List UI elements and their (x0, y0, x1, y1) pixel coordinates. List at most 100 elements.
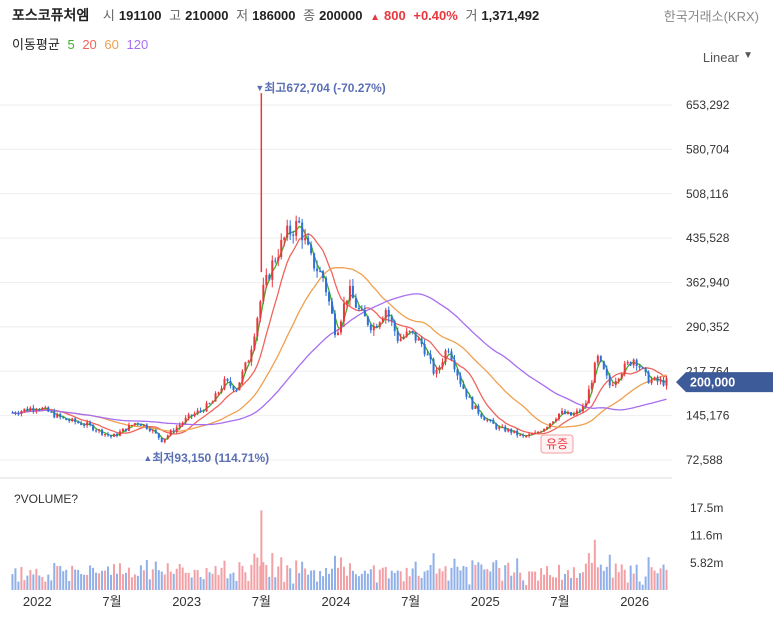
candle-body (211, 401, 214, 404)
volume-bar (325, 567, 328, 590)
volume-bar (11, 574, 14, 590)
volume-bar (387, 578, 390, 590)
high-marker-icon: ▼ (255, 83, 264, 93)
candle-body (62, 417, 65, 419)
candle-body (199, 410, 202, 412)
price-tick: 145,176 (686, 409, 730, 423)
candle-body (14, 412, 17, 414)
volume-bar (623, 569, 626, 590)
candle-body (587, 389, 590, 404)
volume-bar (552, 577, 555, 590)
candle-body (519, 434, 522, 436)
volume-bar (59, 566, 62, 590)
volume-bar (456, 566, 459, 590)
candle-body (145, 424, 148, 429)
volume-bar (38, 575, 41, 590)
time-tick: 7월 (550, 594, 569, 609)
candle-body (441, 362, 444, 368)
candle-body (154, 430, 157, 434)
volume-bar (98, 573, 101, 590)
candle-body (572, 413, 575, 416)
volume-bar (44, 581, 47, 590)
current-price-label: 200,000 (690, 376, 735, 390)
candle-body (453, 359, 456, 370)
candle-body (495, 423, 498, 429)
volume-bar (247, 580, 250, 590)
volume-bar (593, 539, 596, 590)
candle-body (429, 354, 432, 360)
volume-bar (563, 573, 566, 590)
volume-bars (11, 510, 668, 590)
candle-body (322, 271, 325, 279)
volume-tick: 17.5m (690, 501, 723, 515)
stock-header: 포스코퓨처엠 시 191100 고 210000 저 186000 종 200000 ▲… (0, 0, 773, 26)
ma-5: 5 (67, 37, 75, 52)
volume-bar (614, 563, 617, 590)
candle-body (450, 351, 453, 360)
candle-body (121, 428, 124, 432)
volume-bar (560, 579, 563, 590)
candle-body (632, 359, 635, 366)
candle-body (115, 434, 118, 436)
candle-body (522, 434, 525, 437)
volume-bar (47, 574, 50, 590)
volume-bar (322, 576, 325, 590)
candle-body (208, 403, 211, 405)
volume-bar (136, 575, 139, 590)
price-tick: 72,588 (686, 453, 723, 467)
candle-body (360, 309, 363, 311)
candle-body (265, 274, 268, 285)
volume-bar (83, 574, 86, 590)
ma-line-120 (12, 293, 667, 426)
candle-body (104, 433, 107, 435)
volume-bar (223, 560, 226, 590)
candle-body (178, 425, 181, 428)
volume-bar (107, 566, 110, 590)
volume-bar (402, 581, 405, 590)
volume-bar (516, 558, 519, 590)
volume-bar (68, 581, 71, 590)
candle-body (331, 301, 334, 314)
stock-name[interactable]: 포스코퓨처엠 (12, 7, 90, 23)
price-axis: 653,292 580,704 508,116 435,528 362,940 290,3… (686, 98, 730, 467)
volume-bar (435, 573, 438, 590)
volume-bar (313, 570, 316, 590)
volume-bar (605, 566, 608, 590)
ma-title[interactable]: 이동평균 (12, 37, 60, 52)
candle-body (262, 284, 265, 302)
candle-body (289, 225, 292, 235)
volume-bar (244, 572, 247, 590)
volume-bar (104, 570, 107, 590)
candle-body (501, 426, 504, 428)
volume-bar (295, 560, 298, 590)
candle-body (444, 350, 447, 363)
candle-body (166, 435, 169, 439)
volume-bar (549, 575, 552, 590)
volume-bar (211, 573, 214, 590)
volume-bar (348, 563, 351, 590)
candle-body (614, 381, 617, 385)
volume-bar (608, 554, 611, 590)
candle-body (498, 426, 501, 429)
volume-bar (360, 573, 363, 590)
volume-axis: ?VOLUME? 17.5m 11.6m 5.82m (14, 492, 723, 570)
scale-dropdown[interactable]: Linear (702, 50, 739, 65)
volume-bar (354, 574, 357, 590)
candle-body (608, 375, 611, 386)
candle-body (325, 278, 328, 293)
volume-bar (133, 574, 136, 590)
chevron-down-icon[interactable]: ▼ (743, 50, 753, 61)
volume-bar (447, 580, 450, 590)
candle-body (602, 361, 605, 370)
volume-bar (534, 571, 537, 590)
candle-body (235, 390, 238, 392)
candle-body (626, 361, 629, 364)
volume-bar (292, 583, 295, 590)
candle-body (29, 407, 32, 411)
candle-body (492, 419, 495, 424)
candle-body (623, 363, 626, 375)
time-tick: 2023 (172, 594, 201, 609)
volume-bar (620, 564, 623, 590)
volume-bar (351, 570, 354, 590)
